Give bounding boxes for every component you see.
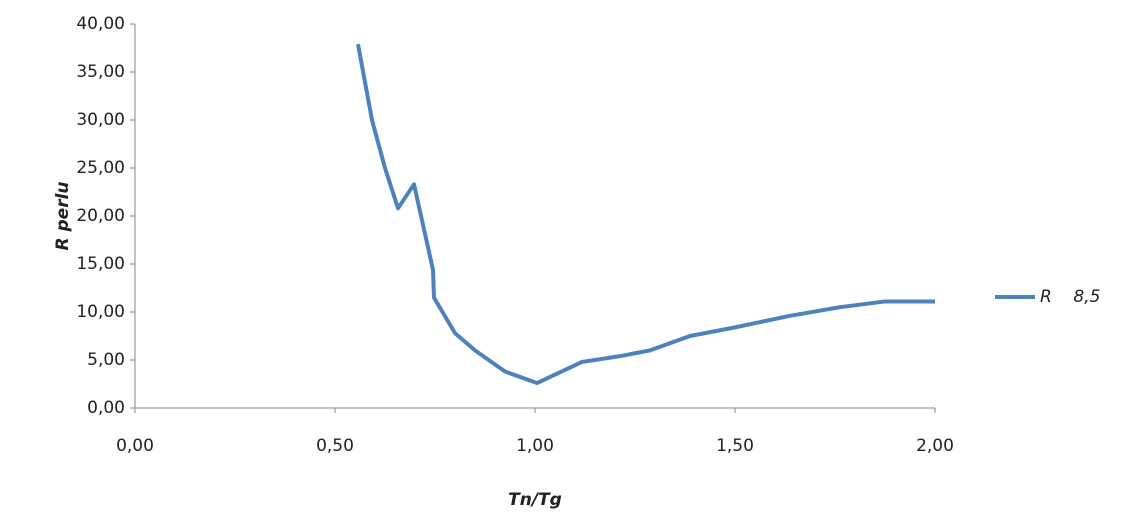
y-tick-label: 15,00 (76, 254, 125, 274)
y-tick-label: 0,00 (87, 398, 125, 418)
y-tick-label: 25,00 (76, 158, 125, 178)
x-tick-label: 2,00 (916, 436, 954, 456)
x-tick-label: 1,00 (516, 436, 554, 456)
x-tick-label: 1,50 (716, 436, 754, 456)
y-tick-label: 40,00 (76, 14, 125, 34)
line-series (358, 44, 935, 383)
x-axis-title: Tn/Tg (508, 490, 562, 510)
y-axis-title: R perlu (53, 181, 73, 250)
y-tick-label: 30,00 (76, 110, 125, 130)
x-tick-label: 0,50 (316, 436, 354, 456)
x-tick-label: 0,00 (116, 436, 154, 456)
y-tick-label: 10,00 (76, 302, 125, 322)
legend-label: R 8,5 (1040, 287, 1100, 307)
y-tick-label: 5,00 (87, 350, 125, 370)
y-tick-label: 20,00 (76, 206, 125, 226)
chart: R perlu Tn/Tg 0,00 5,00 10,00 15,00 20,00 25,… (0, 0, 1132, 516)
y-tick-label: 35,00 (76, 62, 125, 82)
